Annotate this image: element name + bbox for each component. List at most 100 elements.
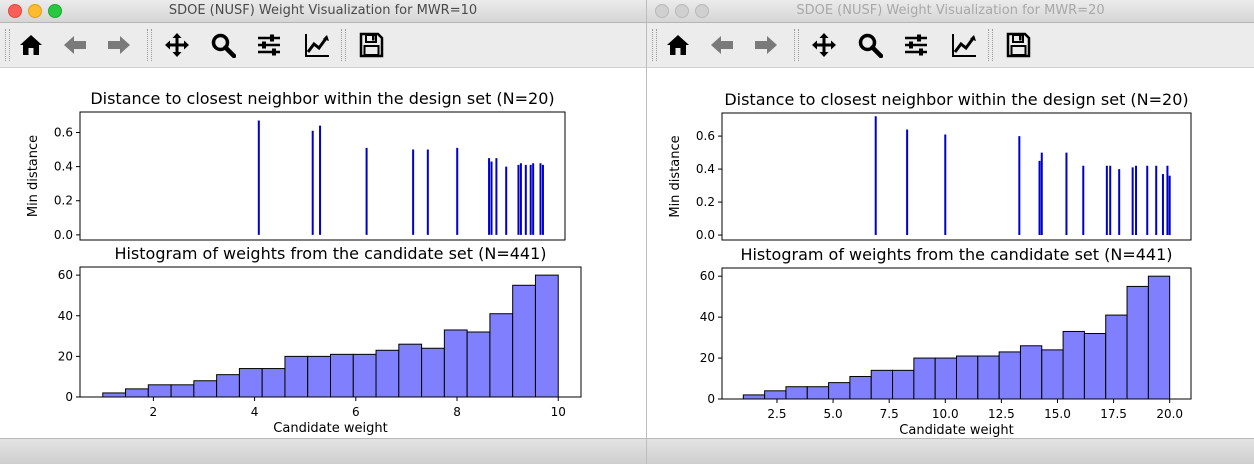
navigation-toolbar	[0, 23, 646, 68]
y-tick-label: 0	[65, 390, 73, 404]
save-floppy-icon	[1006, 32, 1031, 58]
figure-window-mwr20: SDOE (NUSF) Weight Visualization for MWR…	[647, 0, 1254, 464]
x-tick-label: 5.0	[824, 407, 843, 421]
toolbar-separator	[794, 29, 799, 61]
toolbar-separator	[652, 29, 657, 61]
y-tick-label: 0.6	[696, 129, 715, 143]
x-axis-label: Candidate weight	[899, 423, 1013, 438]
zoom-window-button[interactable]	[48, 4, 62, 18]
pan-move-icon	[812, 33, 836, 57]
pan-move-icon	[165, 33, 189, 57]
back-arrow-button[interactable]	[58, 29, 92, 61]
histogram-bar	[806, 386, 830, 400]
close-window-button[interactable]	[8, 4, 22, 18]
chart-title: Histogram of weights from the candidate …	[740, 245, 1172, 264]
window-title: SDOE (NUSF) Weight Visualization for MWR…	[168, 3, 478, 18]
y-tick-label: 0.2	[54, 194, 73, 208]
forward-arrow-button[interactable]	[102, 29, 136, 61]
navigation-toolbar	[647, 23, 1254, 68]
back-arrow-button[interactable]	[705, 29, 739, 61]
save-floppy-button[interactable]	[354, 29, 388, 61]
histogram-bar	[375, 349, 400, 398]
toolbar-separator	[147, 29, 152, 61]
home-icon	[20, 35, 42, 55]
histogram-bar	[170, 384, 195, 398]
histogram-bar	[785, 386, 808, 400]
y-tick-label: 60	[700, 269, 715, 283]
window-title: SDOE (NUSF) Weight Visualization for MWR…	[796, 3, 1105, 18]
x-tick-label: 4	[251, 405, 259, 419]
edit-axes-button[interactable]	[947, 29, 981, 61]
histogram-bar	[1083, 333, 1107, 400]
x-tick-label: 10.0	[932, 407, 959, 421]
home-button[interactable]	[661, 29, 695, 61]
axes-frame	[721, 267, 1192, 400]
toolbar-separator	[341, 29, 346, 61]
histogram-bar	[421, 347, 445, 398]
y-tick-label: 0.4	[696, 162, 715, 176]
home-button[interactable]	[14, 29, 48, 61]
zoom-magnifier-icon	[858, 33, 883, 58]
histogram-bar	[352, 353, 377, 398]
save-floppy-icon	[359, 32, 384, 58]
histogram-bar	[1147, 275, 1171, 400]
histogram-bar	[849, 375, 872, 400]
histogram-bar	[512, 284, 536, 398]
forward-arrow-icon	[755, 36, 777, 54]
histogram-bar	[443, 329, 468, 398]
histogram-bar	[284, 355, 309, 398]
histogram-bar	[261, 368, 286, 398]
zoom-window-button[interactable]	[695, 4, 709, 18]
zoom-magnifier-button[interactable]	[853, 29, 887, 61]
histogram-bar	[398, 343, 423, 398]
weight-histogram-axes: Histogram of weights from the candidate …	[58, 244, 582, 436]
histogram-bar	[1062, 330, 1085, 400]
histogram-bar	[764, 390, 787, 400]
chart-title: Distance to closest neighbor within the …	[724, 90, 1188, 109]
edit-axes-icon	[305, 34, 329, 57]
figure-canvas[interactable]: Distance to closest neighbor within the …	[647, 68, 1254, 439]
histogram-bar	[125, 388, 149, 398]
axes-frame	[79, 111, 566, 241]
histogram-bar	[892, 369, 915, 400]
histogram-bar	[307, 355, 331, 398]
minimize-window-button[interactable]	[675, 4, 689, 18]
configure-subplots-button[interactable]	[899, 29, 933, 61]
zoom-magnifier-button[interactable]	[206, 29, 240, 61]
x-tick-label: 2.5	[767, 407, 786, 421]
back-arrow-icon	[711, 36, 733, 54]
histogram-bar	[828, 382, 851, 400]
y-tick-label: 0.6	[54, 125, 73, 139]
x-axis-label: Candidate weight	[273, 421, 387, 436]
title-bar[interactable]: SDOE (NUSF) Weight Visualization for MWR…	[647, 0, 1254, 23]
histogram-bar	[1126, 285, 1149, 400]
y-tick-label: 40	[58, 309, 73, 323]
minimize-window-button[interactable]	[28, 4, 42, 18]
y-tick-label: 0.0	[54, 228, 73, 242]
histogram-bar	[934, 357, 958, 400]
y-tick-label: 0	[707, 392, 715, 406]
title-bar[interactable]: SDOE (NUSF) Weight Visualization for MWR…	[0, 0, 646, 23]
figure-window-mwr10: SDOE (NUSF) Weight Visualization for MWR…	[0, 0, 646, 464]
back-arrow-icon	[64, 36, 86, 54]
y-tick-label: 0.0	[696, 228, 715, 242]
figure-svg: Distance to closest neighbor within the …	[26, 89, 582, 436]
close-window-button[interactable]	[655, 4, 669, 18]
histogram-bar	[977, 355, 1000, 400]
histogram-bar	[1105, 314, 1128, 400]
pan-move-button[interactable]	[807, 29, 841, 61]
edit-axes-button[interactable]	[300, 29, 334, 61]
toolbar-separator	[5, 29, 10, 61]
save-floppy-button[interactable]	[1001, 29, 1035, 61]
figure-canvas[interactable]: Distance to closest neighbor within the …	[0, 68, 646, 439]
histogram-bar	[742, 394, 766, 400]
home-icon	[667, 35, 689, 55]
histogram-bar	[870, 369, 894, 400]
configure-subplots-icon	[258, 34, 280, 56]
x-tick-label: 12.5	[988, 407, 1015, 421]
y-tick-label: 40	[700, 310, 715, 324]
configure-subplots-button[interactable]	[252, 29, 286, 61]
forward-arrow-button[interactable]	[749, 29, 783, 61]
histogram-bar	[216, 374, 240, 398]
pan-move-button[interactable]	[160, 29, 194, 61]
